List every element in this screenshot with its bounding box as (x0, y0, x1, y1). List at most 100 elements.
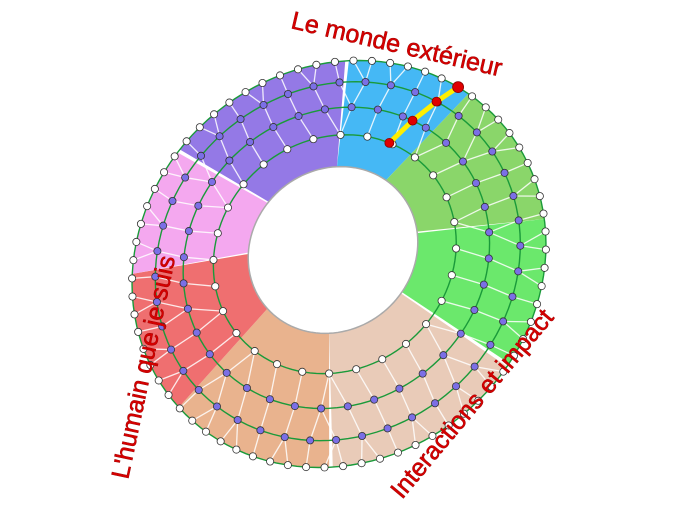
node (320, 105, 329, 114)
node (290, 402, 299, 411)
mesh-line (269, 436, 286, 462)
node (398, 112, 407, 121)
mesh-line (442, 354, 457, 387)
mesh-line (309, 408, 322, 441)
node (233, 415, 242, 424)
mesh-line (405, 343, 424, 374)
mesh-line (484, 195, 514, 208)
node (160, 168, 169, 177)
node (439, 351, 448, 360)
mesh-line (351, 81, 367, 108)
node (530, 175, 539, 184)
node (480, 202, 489, 211)
mesh-line (451, 274, 485, 286)
mesh-line (216, 372, 228, 407)
node (515, 143, 524, 152)
node (408, 413, 417, 422)
node (139, 344, 148, 353)
mesh-line (381, 358, 400, 389)
node (347, 103, 356, 112)
node (358, 431, 367, 440)
node (500, 168, 509, 177)
mesh-line (488, 219, 519, 233)
node (269, 123, 278, 132)
node (541, 245, 550, 254)
mesh-line (328, 373, 349, 407)
highlight-node (407, 115, 418, 126)
node (210, 110, 219, 119)
mesh-line (284, 405, 296, 438)
mesh-line (320, 373, 330, 409)
node (223, 203, 232, 212)
mesh-line (414, 142, 447, 158)
node (259, 100, 268, 109)
mesh-line (163, 225, 190, 232)
mesh-line (188, 230, 218, 234)
node (136, 219, 145, 228)
node (207, 177, 216, 186)
node (470, 305, 479, 314)
mesh-line (157, 250, 185, 258)
node (325, 369, 334, 378)
node (179, 253, 188, 262)
node (143, 202, 152, 211)
mesh-line (272, 126, 288, 150)
node (468, 92, 477, 101)
mesh-line (520, 245, 547, 251)
mesh-line (474, 366, 492, 388)
node (330, 57, 339, 66)
node (411, 88, 420, 97)
mesh-line (474, 365, 504, 373)
node (523, 158, 532, 167)
node (309, 82, 318, 91)
mesh-line (425, 323, 444, 356)
highlight-node (452, 81, 464, 94)
node (526, 317, 535, 326)
mesh-line (411, 417, 417, 446)
node (158, 322, 167, 331)
mesh-line (226, 350, 256, 374)
node (128, 292, 137, 301)
mesh-line (170, 332, 198, 351)
node (170, 152, 179, 161)
node (450, 218, 459, 227)
mesh-line (398, 388, 413, 418)
node (401, 339, 410, 348)
node (421, 67, 430, 76)
node (487, 382, 496, 391)
node (232, 329, 241, 338)
node (509, 191, 518, 200)
mesh-line (502, 320, 524, 340)
mesh-line (518, 267, 545, 272)
sector (179, 60, 346, 202)
sector (178, 308, 330, 468)
node (284, 89, 293, 98)
node (488, 147, 497, 156)
node (386, 81, 395, 90)
mesh-line (211, 181, 229, 208)
mesh-line (324, 109, 342, 136)
mesh-line (235, 419, 239, 450)
mesh-line (422, 373, 436, 404)
mesh-line (454, 206, 486, 223)
node (236, 115, 245, 124)
node (280, 433, 289, 442)
node (302, 463, 311, 472)
mesh-line (402, 91, 416, 117)
node (179, 366, 188, 375)
node (336, 130, 345, 139)
mesh-line (386, 428, 399, 453)
node (447, 271, 456, 280)
mesh-line (187, 308, 224, 312)
node (383, 424, 392, 433)
node (150, 184, 159, 193)
node (183, 304, 192, 313)
mesh-line (320, 408, 337, 441)
mesh-line (390, 66, 409, 86)
node (370, 395, 379, 404)
node (393, 448, 402, 457)
mesh-line (239, 118, 251, 143)
mesh-line (339, 106, 353, 136)
mesh-line (490, 344, 515, 357)
mesh-line (305, 440, 311, 468)
